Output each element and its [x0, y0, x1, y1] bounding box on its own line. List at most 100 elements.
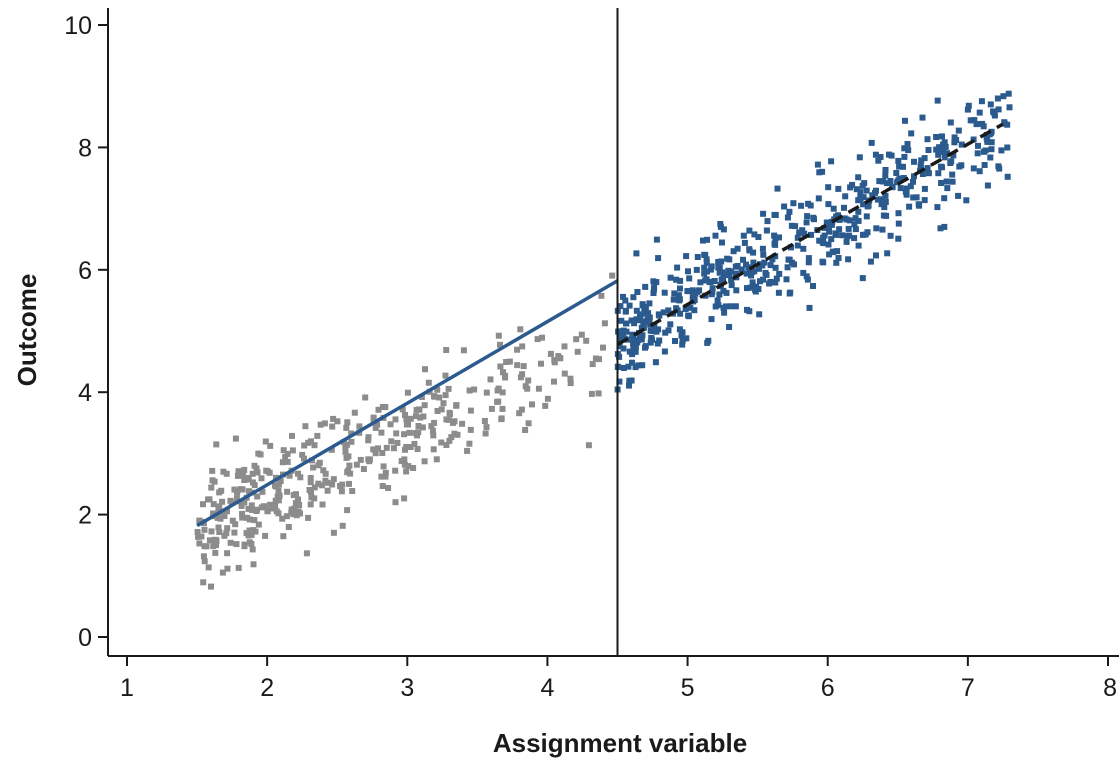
data-point-left [334, 418, 341, 425]
data-point-right [876, 178, 883, 185]
data-point-left [297, 510, 303, 517]
data-point-left [324, 487, 331, 494]
data-point-right [767, 279, 774, 285]
data-point-right [855, 217, 862, 224]
data-point-right [774, 185, 781, 192]
data-point-left [495, 398, 502, 405]
data-point-right [660, 309, 667, 316]
data-point-right [655, 311, 662, 318]
data-point-left [380, 463, 387, 470]
data-point-right [978, 98, 985, 105]
data-point-left [443, 442, 450, 448]
data-point-right [772, 279, 779, 286]
data-point-right [751, 231, 758, 238]
data-point-left [311, 484, 318, 491]
data-point-left [500, 369, 506, 376]
data-point-right [828, 221, 835, 228]
data-point-left [353, 461, 360, 468]
data-point-right [755, 234, 762, 240]
data-point-left [280, 447, 287, 454]
data-point-left [231, 486, 238, 493]
data-point-right [772, 235, 779, 242]
data-point-right [830, 205, 837, 212]
data-point-right [673, 276, 680, 283]
data-point-right [805, 200, 812, 207]
data-point-right [963, 197, 970, 204]
data-point-left [443, 416, 450, 423]
data-point-right [707, 278, 714, 285]
data-point-right [687, 304, 694, 311]
data-point-left [215, 524, 222, 531]
data-point-left [561, 343, 568, 350]
data-point-right [772, 264, 779, 271]
data-point-right [617, 303, 624, 310]
data-point-left [213, 441, 220, 448]
data-point-right [925, 147, 932, 153]
data-point-left [318, 482, 325, 489]
data-point-left [403, 444, 410, 450]
data-point-left [284, 488, 291, 495]
data-point-left [342, 448, 349, 455]
data-point-left [404, 389, 411, 396]
data-point-right [799, 227, 806, 234]
data-point-left [382, 473, 389, 480]
data-point-left [459, 420, 466, 427]
data-point-left [416, 406, 423, 413]
data-point-left [251, 517, 258, 524]
data-point-left [466, 387, 473, 394]
data-point-left [196, 517, 203, 524]
data-point-right [629, 331, 636, 338]
data-point-right [616, 378, 623, 385]
data-point-right [693, 266, 700, 273]
data-point-right [628, 377, 635, 384]
data-point-left [320, 467, 327, 474]
data-point-left [488, 405, 495, 412]
data-point-left [365, 437, 372, 444]
data-point-right [674, 264, 681, 271]
data-point-left [282, 454, 289, 460]
data-point-left [481, 418, 488, 424]
data-point-right [895, 157, 902, 164]
data-point-left [392, 499, 399, 506]
data-point-right [902, 117, 908, 124]
data-point-left [430, 393, 437, 400]
data-point-right [637, 311, 644, 318]
data-point-left [231, 529, 238, 536]
data-point-left [519, 371, 526, 378]
data-point-left [259, 488, 266, 495]
data-point-right [677, 277, 684, 284]
data-point-right [856, 154, 863, 161]
data-point-left [600, 344, 606, 351]
data-point-left [544, 395, 551, 402]
data-point-right [964, 106, 971, 113]
data-point-right [677, 310, 684, 317]
data-point-left [254, 493, 261, 500]
data-point-left [517, 374, 524, 381]
data-point-right [901, 153, 908, 160]
data-point-left [407, 444, 414, 450]
data-point-right [756, 265, 762, 272]
data-point-left [311, 495, 318, 502]
data-point-right [835, 212, 841, 219]
data-point-right [938, 180, 945, 186]
data-point-right [974, 150, 981, 157]
data-point-left [241, 543, 248, 550]
data-point-left [348, 430, 355, 437]
data-point-left [330, 415, 337, 422]
data-point-left [341, 439, 348, 446]
data-point-right [734, 263, 741, 269]
data-point-right [696, 287, 703, 294]
data-point-left [561, 370, 568, 377]
x-tick-label: 1 [120, 674, 134, 702]
data-point-right [861, 180, 868, 187]
lines-layer [196, 8, 1004, 656]
data-point-left [195, 533, 202, 540]
data-point-right [804, 213, 811, 220]
data-point-left [434, 386, 441, 393]
data-point-left [388, 438, 395, 445]
data-point-right [705, 337, 712, 344]
data-point-right [708, 263, 715, 270]
data-point-right [825, 201, 832, 208]
data-point-right [941, 223, 948, 230]
data-point-left [246, 488, 252, 495]
